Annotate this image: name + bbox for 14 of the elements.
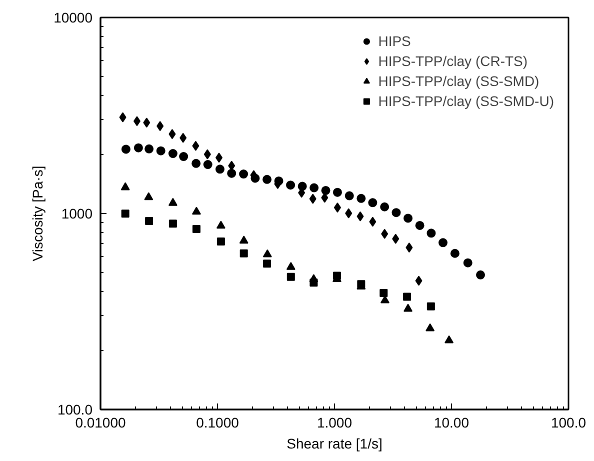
y-tick-label: 1000: [61, 206, 93, 222]
legend-label: HIPS: [378, 33, 411, 49]
y-tick-label: 10000: [54, 10, 93, 26]
legend-label: HIPS-TPP/clay (SS-SMD): [378, 73, 540, 89]
x-tick-label: 0.01000: [75, 414, 126, 430]
x-tick-label: 1.000: [316, 414, 352, 430]
y-axis-title: Viscosity [Pa·s]: [30, 166, 46, 262]
x-tick-label: 10.00: [434, 414, 470, 430]
legend-label: HIPS-TPP/clay (SS-SMD-U): [378, 93, 554, 109]
x-tick-label: 0.1000: [196, 414, 240, 430]
y-tick-label: 100.0: [57, 402, 93, 418]
legend-label: HIPS-TPP/clay (CR-TS): [378, 53, 528, 69]
x-axis-title: Shear rate [1/s]: [286, 436, 382, 452]
x-tick-label: 100.0: [550, 414, 586, 430]
